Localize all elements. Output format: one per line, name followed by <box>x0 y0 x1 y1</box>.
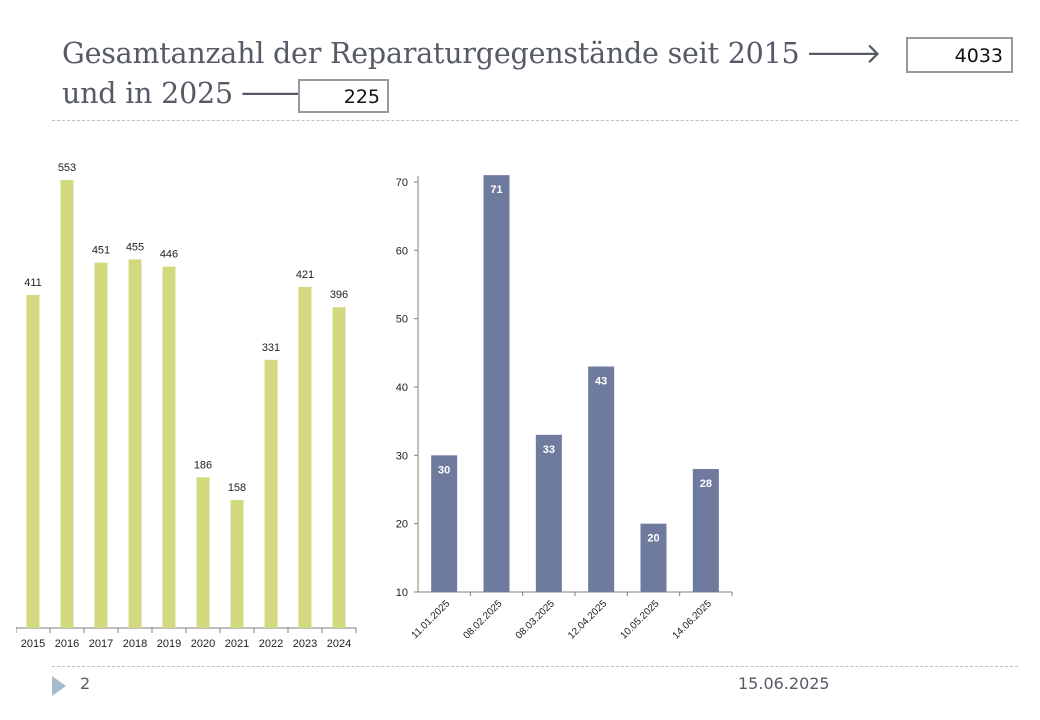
footer-triangle-icon <box>52 676 66 696</box>
data-label: 396 <box>330 289 348 301</box>
slide-title: Gesamtanzahl der Reparaturgegenstände se… <box>62 34 1022 114</box>
data-label: 43 <box>595 376 607 388</box>
x-tick-label: 2024 <box>327 638 351 650</box>
bar <box>128 259 142 628</box>
data-label: 446 <box>160 249 178 261</box>
right-arrow-icon: 🡒 <box>805 37 882 70</box>
bar <box>535 434 562 592</box>
page-number: 2 <box>80 674 91 693</box>
data-label: 158 <box>228 482 246 494</box>
x-tick-label: 08.02.2025 <box>461 598 504 641</box>
x-tick-label: 11.01.2025 <box>410 598 453 641</box>
data-label: 421 <box>296 269 314 281</box>
footer-date: 15.06.2025 <box>738 674 830 693</box>
y-tick-label: 70 <box>396 177 408 189</box>
total-count-box: 4033 <box>906 37 1013 73</box>
bar <box>264 359 278 628</box>
x-tick-label: 12.04.2025 <box>566 598 609 641</box>
event-repairs-chart: 10 20 30 40 50 60 70 30 11.01.2025 71 08.02.2025 33… <box>396 175 733 642</box>
y-tick-label: 10 <box>396 587 408 599</box>
data-label: 20 <box>647 533 659 545</box>
bar <box>196 477 210 628</box>
title-line-2-text: und in 2025 <box>62 77 233 110</box>
bar <box>588 366 615 592</box>
y-tick-label: 40 <box>396 382 408 394</box>
x-tick-label: 2021 <box>225 638 249 650</box>
x-tick-label: 14.06.2025 <box>671 598 714 641</box>
data-label: 455 <box>126 241 144 253</box>
year-count-box: 225 <box>298 79 389 113</box>
top-divider <box>52 120 1018 121</box>
x-tick-label: 2023 <box>293 638 317 650</box>
x-tick-label: 2016 <box>55 638 79 650</box>
yearly-repairs-chart: 411 2015 553 2016 451 2017 455 2018 446 2019 186 20… <box>16 162 357 650</box>
y-tick-label: 20 <box>396 519 408 531</box>
bar <box>94 262 108 628</box>
y-tick-label: 50 <box>396 314 408 326</box>
bar <box>332 307 346 628</box>
title-line-1-text: Gesamtanzahl der Reparaturgegenstände se… <box>62 37 800 70</box>
bar <box>692 469 719 592</box>
data-label: 186 <box>194 459 212 471</box>
y-tick-label: 60 <box>396 245 408 257</box>
x-tick-label: 2017 <box>89 638 113 650</box>
bar <box>230 500 244 628</box>
bar <box>483 175 510 592</box>
data-label: 71 <box>490 184 502 196</box>
bottom-divider <box>52 666 1018 667</box>
title-line-1: Gesamtanzahl der Reparaturgegenstände se… <box>62 34 1022 74</box>
x-tick-label: 2022 <box>259 638 283 650</box>
x-tick-label: 2020 <box>191 638 215 650</box>
x-tick-label: 2018 <box>123 638 147 650</box>
data-label: 30 <box>438 464 450 476</box>
y-tick-label: 30 <box>396 450 408 462</box>
bar <box>26 295 40 628</box>
x-tick-label: 08.03.2025 <box>514 598 557 641</box>
data-label: 331 <box>262 342 280 354</box>
bar <box>640 523 667 592</box>
bar <box>298 286 312 628</box>
title-line-2: und in 2025 🡒 <box>62 74 1022 114</box>
bar <box>60 180 74 628</box>
x-tick-label: 2019 <box>157 638 181 650</box>
data-label: 28 <box>700 478 712 490</box>
data-label: 411 <box>24 277 42 289</box>
x-tick-label: 10.05.2025 <box>618 598 661 641</box>
bar <box>431 455 458 592</box>
bar <box>162 266 176 628</box>
x-tick-label: 2015 <box>21 638 45 650</box>
data-label: 33 <box>543 444 555 456</box>
data-label: 553 <box>58 162 76 174</box>
data-label: 451 <box>92 245 110 257</box>
